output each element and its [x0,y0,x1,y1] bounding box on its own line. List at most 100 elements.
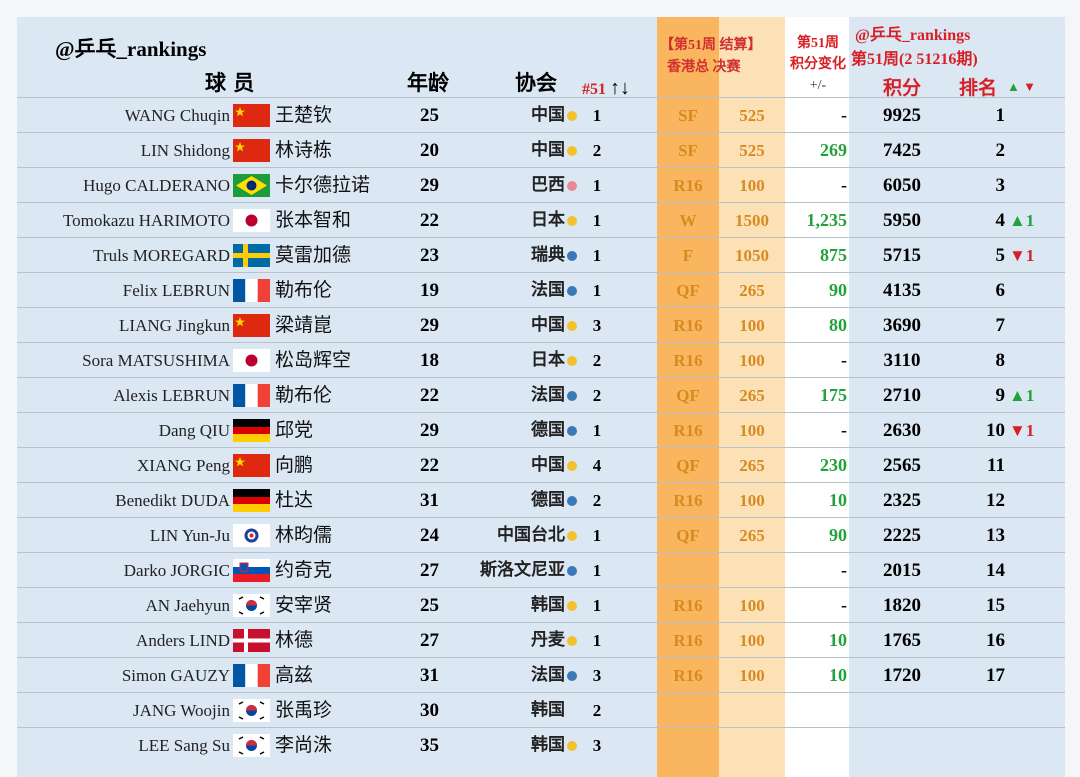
total-points: 1765 [883,630,921,651]
germany-flag-icon [233,419,270,442]
player-name-en: WANG Chuqin [124,106,230,125]
association: 巴西 [531,175,565,195]
total-points: 5950 [883,210,921,231]
rank: 14 [986,560,1005,581]
rank: 16 [986,630,1005,651]
china-flag-icon [233,454,270,477]
table-row: Anders LIND 林德 27 丹麦 1 R16 100 10 1765 1… [17,622,1065,658]
association: 日本 [531,210,565,230]
association: 法国 [531,385,565,405]
change-header-2: 积分变化 [790,57,846,72]
week51-seed: 3 [592,316,602,335]
table-row: Felix LEBRUN 勒布伦 19 法国 1 QF 265 90 4135 … [17,272,1065,308]
table-row: Alexis LEBRUN 勒布伦 22 法国 2 QF 265 175 271… [17,377,1065,413]
movement-legend: ▲ ▼ [1007,79,1036,95]
points-change: - [841,175,847,195]
age: 30 [420,700,439,721]
event-result [657,693,719,728]
event-points: 100 [739,316,765,335]
player-name-en: JANG Woojin [132,701,230,720]
association: 瑞典 [531,245,565,265]
rank: 17 [986,665,1005,686]
rank: 5 [995,245,1006,266]
total-points: 1720 [883,665,921,686]
player-name-cn: 林诗栋 [275,139,333,161]
week51-seed: 1 [592,526,602,545]
association: 韩国 [531,595,565,615]
week51-seed: 1 [592,596,602,615]
china-flag-icon [233,314,270,337]
event-result: R16 [673,631,703,650]
week51-seed: 2 [592,351,602,370]
week51-seed: 4 [592,456,602,475]
event-result: QF [676,456,700,475]
rank: 13 [986,525,1005,546]
player-name-en: LEE Sang Su [138,736,230,755]
week51-seed: 1 [592,211,602,230]
event-result: SF [678,106,698,125]
association-dot-icon [567,321,577,331]
table-row: Sora MATSUSHIMA 松岛辉空 18 日本 2 R16 100 - 3… [17,342,1065,378]
total-points: 4135 [883,280,921,301]
table-row: Dang QIU 邱党 29 德国 1 R16 100 - 2630 10 ▼1 [17,412,1065,448]
event-points: 525 [739,106,765,125]
table-row: Tomokazu HARIMOTO 张本智和 22 日本 1 W 1500 1,… [17,202,1065,238]
germany-flag-icon [233,489,270,512]
rank: 8 [995,350,1006,371]
event-result: QF [676,526,700,545]
event-points: 265 [739,526,765,545]
points-header: 积分 [883,77,922,99]
event-points: 525 [739,141,765,160]
player-name-en: Benedikt DUDA [115,491,230,510]
taipei-flag-icon [233,524,270,547]
age: 22 [420,455,439,476]
rank: 9 [995,385,1006,406]
player-name-cn: 王楚钦 [275,104,333,126]
association-dot-icon [567,531,577,541]
france-flag-icon [233,664,270,687]
player-name-en: Simon GAUZY [121,666,230,685]
slovenia-flag-icon [233,559,270,582]
player-name-en: Anders LIND [136,631,230,650]
points-change: 90 [829,280,847,300]
week51-sort-header[interactable]: #51 ↑↓ [582,77,630,100]
association: 日本 [531,350,565,370]
event-points: 265 [739,386,765,405]
association-dot-icon [567,741,577,751]
age: 25 [420,595,439,616]
player-name-en: LIANG Jingkun [119,316,230,335]
change-header: 第51周 积分变化 +/- [785,33,851,96]
association-dot-icon [567,216,577,226]
event-points [719,553,785,588]
rank-movement: ▲1 [1009,211,1035,230]
total-points: 2710 [883,385,921,406]
event-result: QF [676,281,700,300]
event-points: 1500 [735,211,769,230]
korea-flag-icon [233,699,270,722]
player-name-en: Sora MATSUSHIMA [82,351,230,370]
event-points: 100 [739,666,765,685]
rank: 12 [986,490,1005,511]
association-dot-icon [567,566,577,576]
event-result: F [682,246,694,265]
event-result: R16 [673,316,703,335]
rank-movement: ▲1 [1009,386,1035,405]
japan-flag-icon [233,349,270,372]
player-name-en: XIANG Peng [136,456,230,475]
denmark-flag-icon [233,629,270,652]
rank: 1 [995,105,1006,126]
total-points: 6050 [883,175,921,196]
rank: 10 [986,420,1005,441]
event-result: R16 [673,351,703,370]
association: 德国 [531,490,565,510]
rank: 4 [995,210,1006,231]
player-name-cn: 林德 [275,629,314,651]
association-header: 协会 [515,71,557,95]
association-dot-icon [567,391,577,401]
association: 中国 [531,455,565,475]
player-name-en: Truls MOREGARD [93,246,230,265]
event-points: 100 [739,176,765,195]
week51-seed: 1 [592,106,602,125]
age: 18 [420,350,439,371]
event-header-2b: 决赛 [712,60,741,75]
